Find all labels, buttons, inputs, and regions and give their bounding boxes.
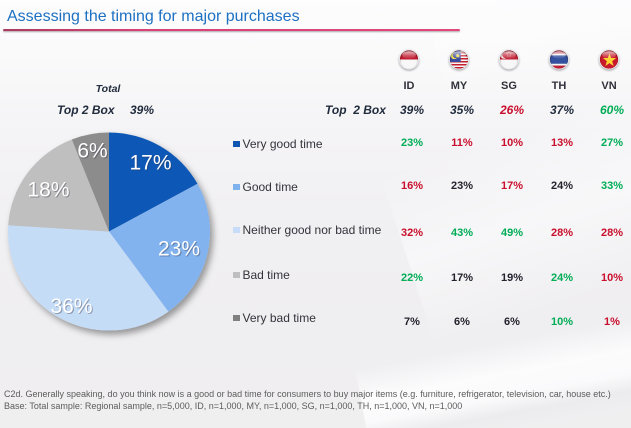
svg-text:36%: 36%	[52, 296, 94, 319]
svg-text:6%: 6%	[78, 141, 108, 164]
svg-text:18%: 18%	[29, 180, 71, 203]
svg-text:18%: 18%	[27, 179, 69, 202]
svg-text:23%: 23%	[158, 238, 200, 261]
svg-text:23%: 23%	[159, 239, 201, 262]
svg-text:6%: 6%	[77, 140, 107, 163]
svg-text:17%: 17%	[131, 153, 173, 176]
svg-text:17%: 17%	[129, 152, 171, 175]
svg-text:36%: 36%	[50, 295, 92, 318]
